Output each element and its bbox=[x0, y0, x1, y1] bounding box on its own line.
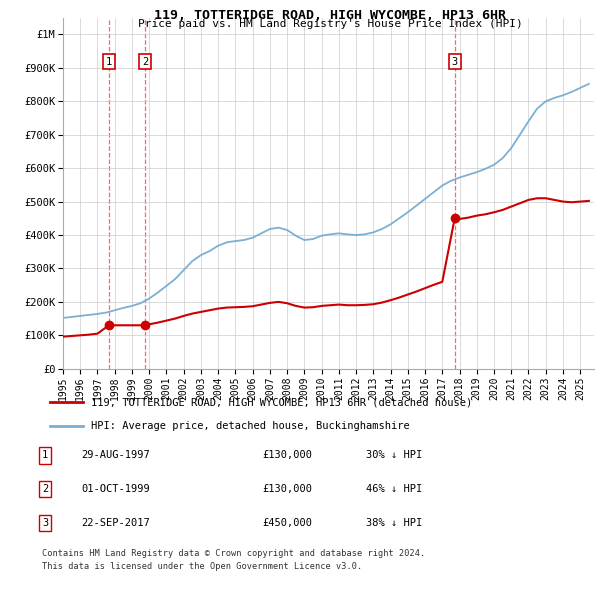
Text: £130,000: £130,000 bbox=[262, 484, 312, 494]
Text: 38% ↓ HPI: 38% ↓ HPI bbox=[366, 519, 422, 528]
Text: 29-AUG-1997: 29-AUG-1997 bbox=[81, 451, 150, 460]
Text: 22-SEP-2017: 22-SEP-2017 bbox=[81, 519, 150, 528]
Text: 01-OCT-1999: 01-OCT-1999 bbox=[81, 484, 150, 494]
Text: HPI: Average price, detached house, Buckinghamshire: HPI: Average price, detached house, Buck… bbox=[91, 421, 410, 431]
Text: 2: 2 bbox=[42, 484, 48, 494]
Text: £130,000: £130,000 bbox=[262, 451, 312, 460]
Text: 30% ↓ HPI: 30% ↓ HPI bbox=[366, 451, 422, 460]
Text: This data is licensed under the Open Government Licence v3.0.: This data is licensed under the Open Gov… bbox=[42, 562, 362, 571]
Text: 1: 1 bbox=[42, 451, 48, 460]
Text: 3: 3 bbox=[452, 57, 458, 67]
Text: 46% ↓ HPI: 46% ↓ HPI bbox=[366, 484, 422, 494]
Text: Price paid vs. HM Land Registry's House Price Index (HPI): Price paid vs. HM Land Registry's House … bbox=[137, 19, 523, 29]
Text: 119, TOTTERIDGE ROAD, HIGH WYCOMBE, HP13 6HR (detached house): 119, TOTTERIDGE ROAD, HIGH WYCOMBE, HP13… bbox=[91, 398, 473, 408]
Text: Contains HM Land Registry data © Crown copyright and database right 2024.: Contains HM Land Registry data © Crown c… bbox=[42, 549, 425, 558]
Text: 3: 3 bbox=[42, 519, 48, 528]
Text: 119, TOTTERIDGE ROAD, HIGH WYCOMBE, HP13 6HR: 119, TOTTERIDGE ROAD, HIGH WYCOMBE, HP13… bbox=[154, 9, 506, 22]
Text: £450,000: £450,000 bbox=[262, 519, 312, 528]
Text: 1: 1 bbox=[106, 57, 112, 67]
Text: 2: 2 bbox=[142, 57, 148, 67]
